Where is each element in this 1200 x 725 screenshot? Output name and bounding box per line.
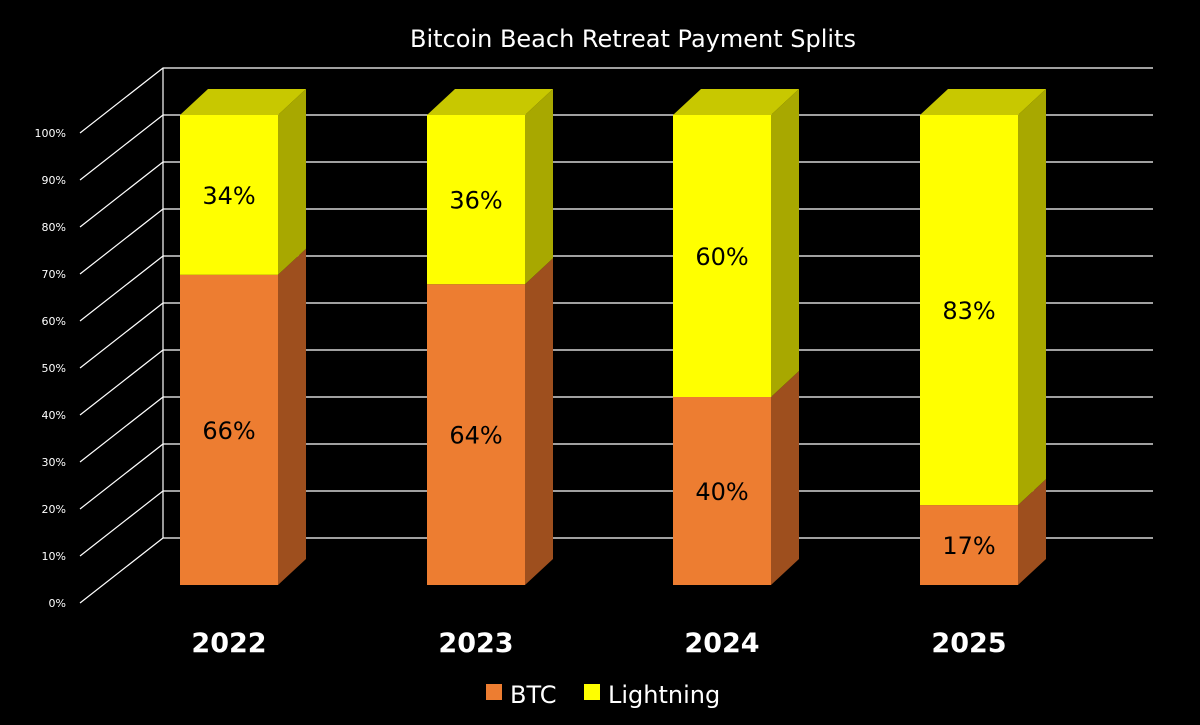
y-tick-label: 50% [42,362,66,375]
chart-title: Bitcoin Beach Retreat Payment Splits [410,25,856,53]
bar-front-face [180,274,278,585]
data-label: 17% [942,532,995,560]
data-label: 66% [202,417,255,445]
bar-side-face [1018,479,1046,585]
bar-btc-2023: 64% [427,258,553,585]
bar-btc-2025: 17% [920,479,1046,585]
bar-side-face [278,89,306,275]
y-axis-ticks: 0% 10% 20% 30% 40% 50% 60% 70% 80% 90% 100% [35,127,66,610]
bar-front-face [920,115,1018,506]
bar-side-face [525,258,553,585]
bar-front-face [180,115,278,275]
data-label: 83% [942,297,995,325]
bar-top-face [673,89,799,115]
x-category-label: 2025 [931,628,1006,659]
x-axis-categories: 2022 2023 2024 2025 [191,628,1006,659]
y-tick-label: 90% [42,174,66,187]
legend-label-lightning: Lightning [608,681,720,709]
y-tick-label: 20% [42,503,66,516]
gridlines [79,67,1153,604]
y-tick-label: 100% [35,127,66,140]
data-label: 60% [695,243,748,271]
bars: 66% 34% 64% 36% 40% 60% 17% 83% [180,89,1046,586]
bar-top-face [427,89,553,115]
data-label: 40% [695,478,748,506]
bar-top-face [920,89,1046,115]
bar-lightning-2024: 60% [673,89,799,397]
y-tick-label: 0% [49,597,66,610]
legend-label-btc: BTC [510,681,556,709]
y-tick-label: 40% [42,409,66,422]
bar-lightning-2025: 83% [920,89,1046,506]
bar-btc-2022: 66% [180,248,306,586]
data-label: 36% [449,187,502,215]
bar-front-face [673,397,771,585]
bar-side-face [525,89,553,285]
bar-side-face [1018,89,1046,506]
bar-lightning-2023: 36% [427,89,553,285]
bar-front-face [920,505,1018,585]
data-label: 34% [202,182,255,210]
y-tick-label: 30% [42,456,66,469]
bar-front-face [673,115,771,397]
x-category-label: 2022 [191,628,266,659]
legend: BTC Lightning [486,681,720,709]
bar-front-face [427,115,525,285]
y-tick-label: 60% [42,315,66,328]
bar-side-face [771,371,799,585]
bar-lightning-2022: 34% [180,89,306,275]
bar-front-face [427,284,525,585]
x-category-label: 2023 [438,628,513,659]
y-tick-label: 10% [42,550,66,563]
bar-side-face [771,89,799,397]
y-tick-label: 70% [42,268,66,281]
x-category-label: 2024 [684,628,759,659]
y-tick-label: 80% [42,221,66,234]
legend-swatch-btc [486,684,502,700]
bar-side-face [278,248,306,586]
bar-top-face [180,89,306,115]
legend-swatch-lightning [584,684,600,700]
bar-btc-2024: 40% [673,371,799,585]
data-label: 64% [449,422,502,450]
